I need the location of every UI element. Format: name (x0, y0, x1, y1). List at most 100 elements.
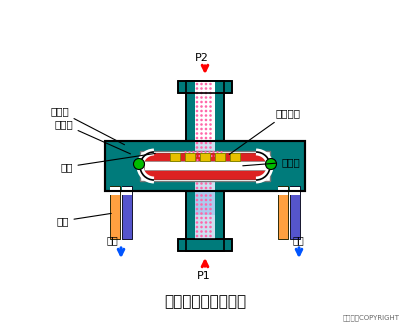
Circle shape (205, 151, 207, 153)
Circle shape (209, 92, 212, 94)
Circle shape (196, 123, 198, 126)
Bar (215, 153, 225, 161)
Circle shape (205, 128, 207, 130)
Circle shape (205, 87, 207, 90)
Circle shape (196, 83, 198, 85)
Circle shape (196, 132, 198, 135)
Circle shape (217, 151, 219, 153)
Circle shape (209, 173, 212, 176)
Circle shape (196, 114, 198, 117)
Circle shape (196, 208, 198, 210)
Bar (122, 186, 132, 239)
Bar (290, 186, 300, 239)
Bar (178, 239, 232, 251)
Bar (105, 141, 305, 191)
Circle shape (192, 151, 194, 153)
Bar (144, 161, 266, 170)
Circle shape (209, 151, 212, 153)
Circle shape (205, 178, 207, 180)
Circle shape (220, 151, 223, 153)
Circle shape (209, 212, 212, 215)
Circle shape (201, 151, 203, 153)
Circle shape (205, 83, 207, 85)
Circle shape (205, 142, 207, 144)
Circle shape (210, 155, 212, 157)
Circle shape (200, 208, 203, 210)
Circle shape (205, 164, 207, 167)
Circle shape (134, 159, 145, 169)
Circle shape (205, 155, 207, 158)
Text: 高压腔: 高压腔 (54, 119, 130, 154)
Circle shape (196, 105, 198, 108)
Circle shape (209, 123, 212, 126)
Circle shape (200, 199, 203, 201)
Bar (178, 81, 232, 93)
Circle shape (205, 217, 207, 219)
Circle shape (204, 151, 207, 153)
Circle shape (196, 87, 198, 90)
Bar (290, 187, 300, 195)
Circle shape (200, 105, 203, 108)
Bar (278, 186, 288, 239)
Bar (278, 187, 288, 195)
Circle shape (196, 226, 198, 228)
Circle shape (196, 137, 198, 139)
Bar (178, 239, 232, 251)
Text: 低压腔: 低压腔 (50, 106, 125, 145)
Circle shape (209, 169, 212, 171)
Circle shape (200, 164, 203, 167)
Bar (195, 215, 215, 239)
Circle shape (196, 146, 198, 149)
Text: 电流: 电流 (107, 235, 119, 245)
Circle shape (200, 169, 203, 171)
Text: 电流: 电流 (293, 235, 305, 245)
Circle shape (200, 203, 203, 206)
Circle shape (208, 151, 210, 153)
Circle shape (209, 101, 212, 103)
Circle shape (209, 119, 212, 121)
Text: P2: P2 (195, 53, 209, 63)
Circle shape (205, 137, 207, 139)
Circle shape (200, 221, 203, 224)
Circle shape (208, 159, 210, 161)
Bar (140, 151, 270, 181)
Text: 东方仿真COPYRIGHT: 东方仿真COPYRIGHT (343, 314, 400, 321)
Circle shape (205, 221, 207, 224)
Bar (186, 191, 224, 251)
Bar (195, 81, 215, 141)
Circle shape (200, 123, 203, 126)
Circle shape (209, 217, 212, 219)
Text: 扩散硅式压力传感器: 扩散硅式压力传感器 (164, 294, 246, 309)
Bar (195, 141, 215, 191)
Circle shape (209, 160, 212, 162)
Circle shape (200, 114, 203, 117)
Circle shape (209, 194, 212, 197)
Circle shape (196, 182, 198, 185)
Circle shape (209, 235, 212, 237)
Text: 硅杯: 硅杯 (60, 154, 155, 172)
Circle shape (205, 235, 207, 237)
Text: 扩散电阻: 扩散电阻 (229, 108, 300, 154)
Circle shape (205, 119, 207, 121)
Circle shape (196, 128, 198, 130)
Circle shape (196, 92, 198, 94)
Circle shape (266, 159, 277, 169)
Circle shape (209, 110, 212, 112)
Circle shape (205, 203, 207, 206)
Bar (200, 153, 210, 161)
Circle shape (209, 221, 212, 224)
Circle shape (196, 142, 198, 144)
Circle shape (200, 101, 203, 103)
Circle shape (196, 169, 198, 171)
Circle shape (200, 173, 203, 176)
Circle shape (205, 187, 207, 189)
Circle shape (200, 92, 203, 94)
Circle shape (205, 199, 207, 201)
Circle shape (196, 203, 198, 206)
Circle shape (200, 83, 203, 85)
Bar (185, 153, 195, 161)
Bar (110, 186, 120, 239)
Circle shape (209, 132, 212, 135)
Circle shape (209, 128, 212, 130)
Circle shape (209, 114, 212, 117)
